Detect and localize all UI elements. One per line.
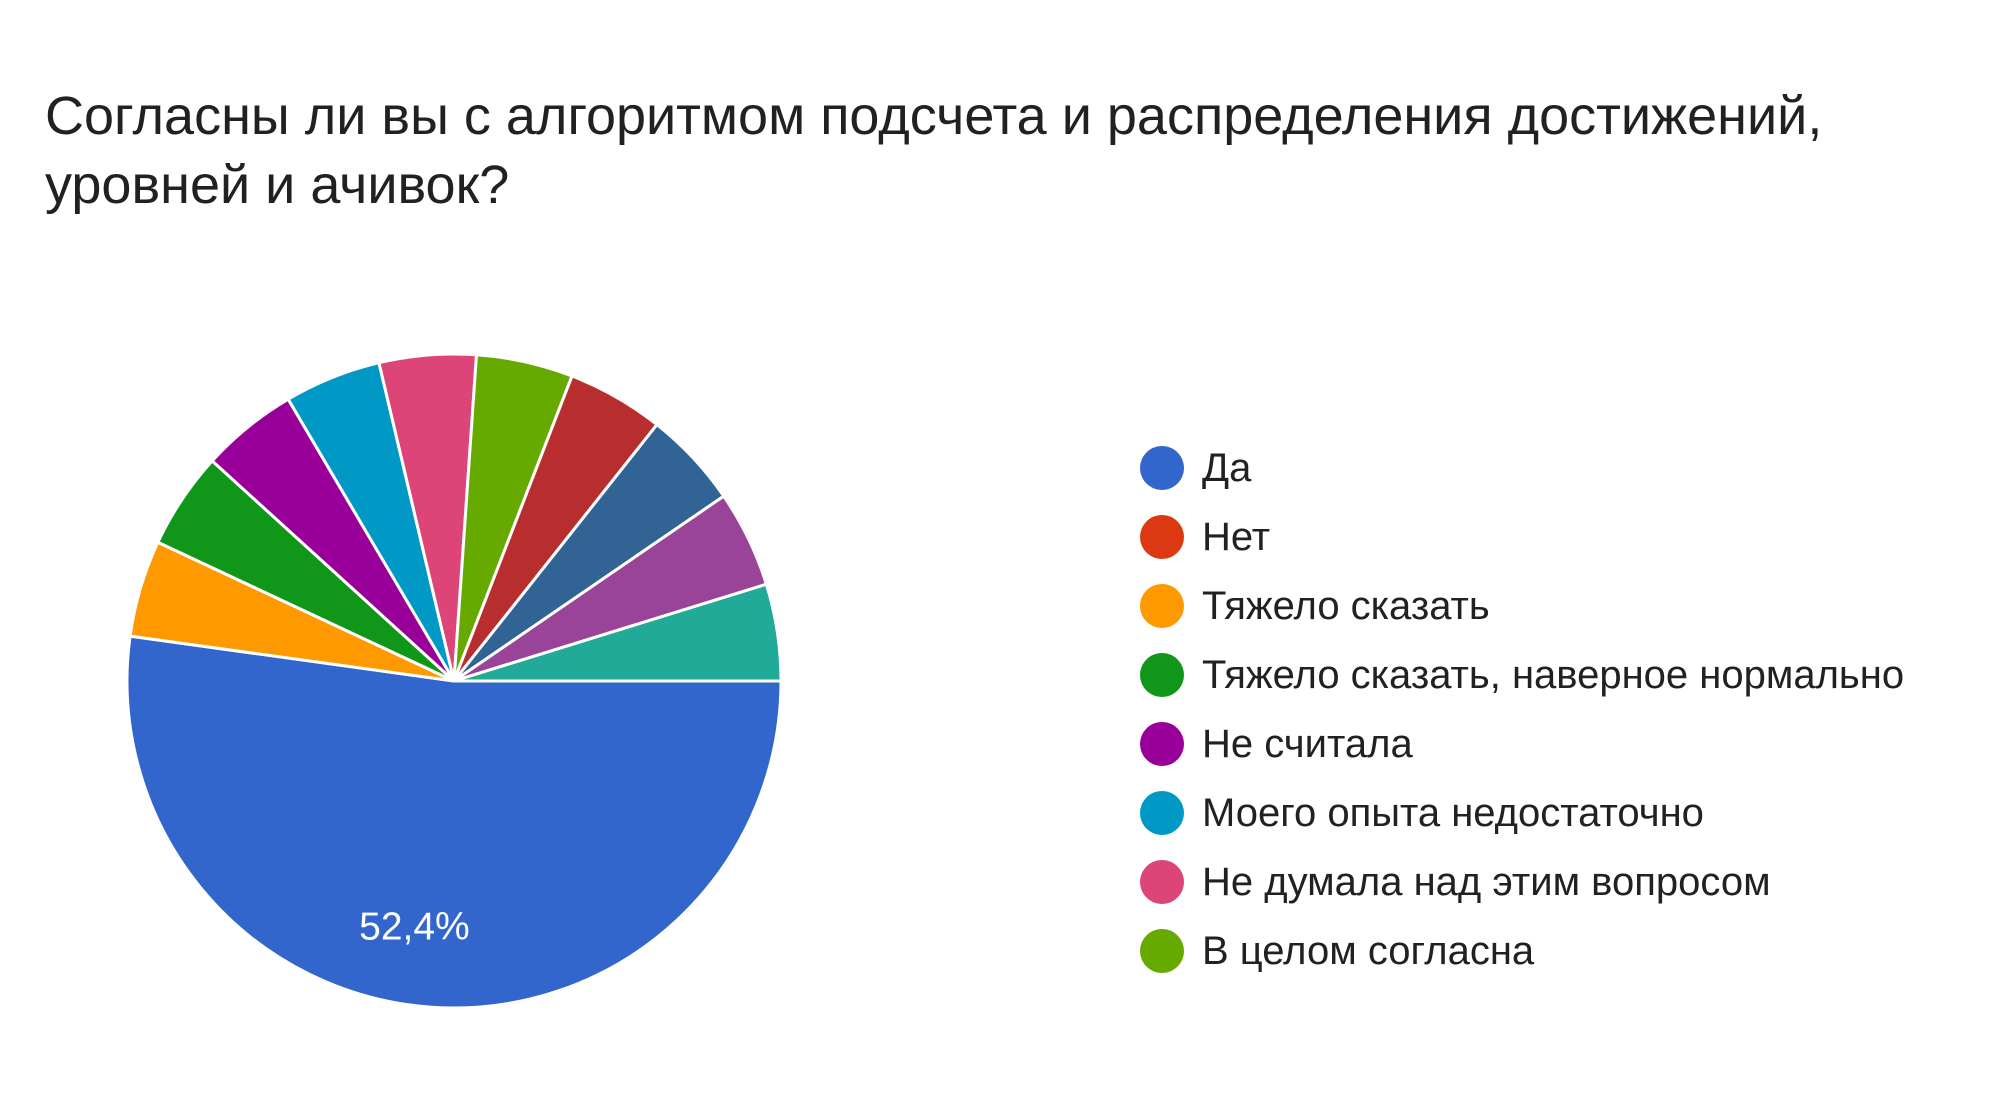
legend-swatch-2 <box>1140 584 1184 628</box>
legend-item-6: Не думала над этим вопросом <box>1140 854 1771 910</box>
legend-label-1: Нет <box>1202 514 1271 559</box>
legend-item-5: Моего опыта недостаточно <box>1140 785 1704 841</box>
legend-item-1: Нет <box>1140 509 1270 565</box>
legend-swatch-7 <box>1140 929 1184 973</box>
legend-label-7: В целом согласна <box>1202 928 1535 973</box>
pie-slice-0 <box>125 634 783 1010</box>
pie-data-label-0: 52,4% <box>359 905 470 948</box>
legend-swatch-6 <box>1140 860 1184 904</box>
pie-slice-11 <box>453 582 783 683</box>
legend-label-0: Да <box>1202 445 1252 490</box>
legend-item-3: Тяжело сказать, наверное нормально <box>1140 647 1904 703</box>
chart-title: Согласны ли вы с алгоритмом подсчета и р… <box>45 86 1823 215</box>
legend-item-0: Да <box>1140 440 1251 496</box>
legend-swatch-1 <box>1140 515 1184 559</box>
legend-swatch-0 <box>1140 446 1184 490</box>
legend-item-2: Тяжело сказать <box>1140 578 1490 634</box>
legend-item-4: Не считала <box>1140 716 1413 772</box>
legend-swatch-4 <box>1140 722 1184 766</box>
legend-label-3: Тяжело сказать, наверное нормально <box>1202 652 1905 697</box>
legend-swatch-3 <box>1140 653 1184 697</box>
legend-label-5: Моего опыта недостаточно <box>1202 790 1704 835</box>
legend-label-6: Не думала над этим вопросом <box>1202 859 1771 904</box>
legend-label-2: Тяжело сказать <box>1202 583 1490 628</box>
legend-label-4: Не считала <box>1202 721 1413 766</box>
legend-item-7: В целом согласна <box>1140 923 1534 979</box>
legend-swatch-5 <box>1140 791 1184 835</box>
